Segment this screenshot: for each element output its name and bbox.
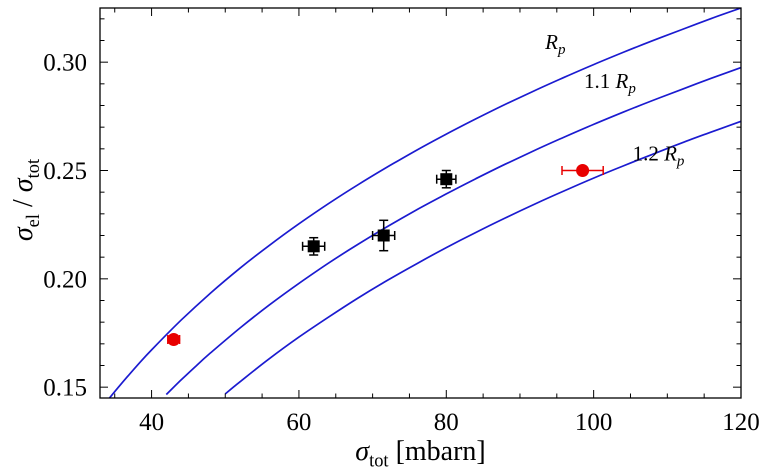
- x-axis-label: σtot [mbarn]: [100, 436, 741, 472]
- curve-label-base: R: [614, 69, 628, 93]
- curve-1-1-R-p: [165, 66, 741, 396]
- curve-label-sub: p: [676, 154, 685, 170]
- y-tick-label: 0.15: [43, 375, 87, 402]
- curve-1-2-R-p: [224, 120, 741, 395]
- y-axis-subscript-el: el: [22, 213, 43, 228]
- y-axis-label: σel / σtot: [8, 159, 44, 241]
- curve-labels-group: Rp1.1 Rp1.2 Rp: [544, 30, 685, 170]
- curve-label-1-1-R-p: 1.1 Rp: [584, 69, 636, 97]
- data-points-group: [167, 164, 604, 346]
- y-axis-separator: /: [8, 192, 40, 214]
- y-axis-sigma-el: σ: [8, 227, 40, 242]
- curve-label-1-2-R-p: 1.2 Rp: [633, 142, 685, 170]
- x-axis-sigma: σ: [355, 436, 370, 467]
- x-axis-unit: [mbarn]: [388, 436, 486, 467]
- data-point-square: [440, 173, 453, 186]
- x-tick-label: 120: [722, 409, 760, 436]
- curve-label-sub: p: [557, 42, 566, 58]
- curve-label-prefix: 1.2: [633, 142, 665, 166]
- x-tick-label: 80: [434, 409, 459, 436]
- plot-frame: [99, 7, 742, 399]
- tick-labels-group: 40 60 80 100 120 0.15 0.20 0.25 0.30: [43, 50, 760, 436]
- y-tick-label: 0.20: [43, 266, 87, 293]
- axes-group: [99, 7, 742, 399]
- curve-label-sub: p: [627, 81, 636, 97]
- curve-label-base: R: [663, 142, 677, 166]
- curves-group: [108, 8, 741, 398]
- x-tick-label: 60: [286, 409, 311, 436]
- curve-label-base: R: [544, 30, 558, 54]
- data-point-square: [307, 240, 320, 253]
- data-point-square: [377, 229, 390, 242]
- y-tick-label: 0.30: [43, 50, 87, 77]
- y-axis-subscript-tot: tot: [22, 158, 43, 179]
- data-point-circle: [576, 164, 590, 177]
- x-axis-subscript: tot: [369, 450, 389, 471]
- x-tick-label: 40: [139, 409, 164, 436]
- curve-label-R-p: Rp: [544, 30, 566, 58]
- curve-R-p: [108, 8, 741, 398]
- y-axis-sigma-tot: σ: [8, 178, 40, 193]
- curve-label-prefix: 1.1: [584, 69, 616, 93]
- y-tick-label: 0.25: [43, 158, 87, 185]
- x-tick-label: 100: [575, 409, 613, 436]
- data-point-circle: [167, 333, 181, 346]
